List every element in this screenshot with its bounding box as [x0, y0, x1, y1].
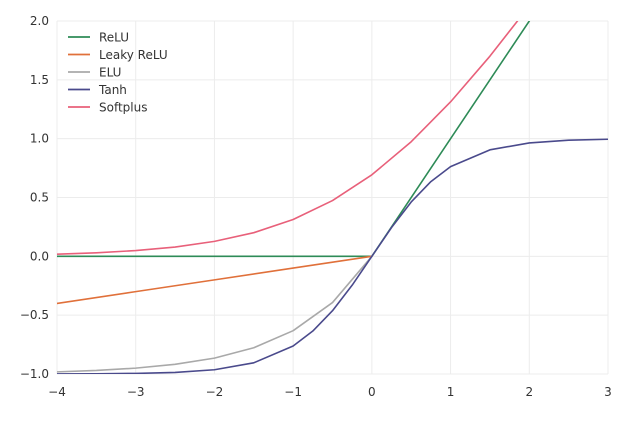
series-line-elu	[57, 255, 373, 373]
series-layer	[57, 21, 608, 374]
x-tick-label: 1	[447, 385, 455, 399]
axis-layer: −4 −3 −2 −1 0 1 2 3 −1.0 −0.5 0.0 0.5 1.0 1.5 2.0	[20, 14, 612, 399]
x-tick-label: −1	[284, 385, 302, 399]
legend-label: ELU	[99, 66, 121, 80]
y-tick-label: 1.0	[30, 132, 49, 146]
x-tick-label: 0	[368, 385, 376, 399]
y-tick-label: 0.5	[30, 191, 49, 205]
x-tick-label: −4	[48, 385, 66, 399]
series-line-leaky-relu	[57, 255, 373, 305]
y-tick-label: 1.5	[30, 73, 49, 87]
legend-label: Softplus	[99, 101, 148, 115]
x-tick-label: 3	[604, 385, 612, 399]
y-tick-label: −1.0	[20, 367, 49, 381]
x-tick-label: −2	[206, 385, 224, 399]
y-tick-label: 0.0	[30, 249, 49, 263]
legend-label: Leaky ReLU	[99, 48, 168, 62]
series-line-softplus	[57, 21, 519, 256]
series-line-tanh	[57, 138, 608, 374]
y-tick-label: 2.0	[30, 14, 49, 28]
x-tick-label: 2	[525, 385, 533, 399]
x-tick-label: −3	[127, 385, 145, 399]
y-tick-label: −0.5	[20, 308, 49, 322]
legend-label: ReLU	[99, 31, 129, 45]
legend: ReLU Leaky ReLU ELU Tanh Softplus	[68, 31, 168, 115]
legend-label: Tanh	[98, 83, 127, 97]
